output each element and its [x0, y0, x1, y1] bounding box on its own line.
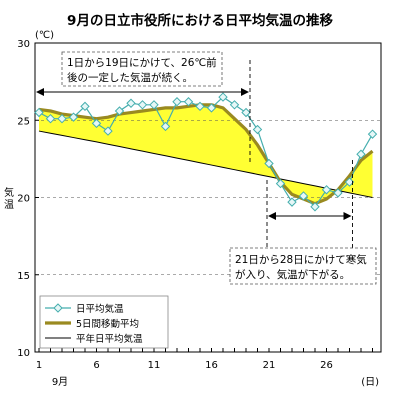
- y-tick-label: 15: [17, 271, 30, 282]
- annotation-2-line-2: が入り、気温が下がる。: [235, 268, 350, 281]
- y-axis-label: 気: [4, 186, 14, 199]
- daily-point-marker: [103, 126, 113, 136]
- annotation-2-arrowhead-left: [268, 212, 276, 220]
- x-tick-label: 16: [205, 360, 218, 371]
- daily-point-marker: [34, 107, 44, 118]
- fill-between-area: [39, 104, 373, 204]
- annotation-2-arrowhead-right: [343, 212, 352, 220]
- daily-point-marker: [183, 97, 194, 107]
- x-tick-label: 21: [263, 360, 276, 371]
- series-normal-line: [38, 130, 373, 198]
- daily-point-marker: [298, 191, 309, 201]
- daily-point-marker: [241, 107, 251, 118]
- x-tick-label: 26: [320, 360, 333, 371]
- annotation-1-arrowhead-right: [241, 88, 249, 96]
- legend-label-daily: 日平均気温: [76, 303, 124, 315]
- daily-point-marker: [149, 100, 159, 110]
- legend-label-moving-average: 5日間移動平均: [76, 318, 139, 330]
- daily-point-marker: [321, 185, 332, 195]
- daily-point-marker: [252, 124, 263, 135]
- daily-point-marker: [310, 202, 320, 212]
- series-daily-line: [38, 96, 374, 208]
- y-axis-label: 温: [4, 199, 14, 211]
- daily-point-marker: [356, 149, 366, 159]
- y-unit-label: (℃): [35, 30, 54, 41]
- daily-point-marker: [206, 103, 217, 113]
- daily-point-marker: [45, 113, 56, 124]
- y-tick-label: 25: [17, 116, 30, 127]
- x-tick-label: 6: [93, 360, 99, 371]
- daily-point-marker: [333, 188, 343, 198]
- legend-daily-marker: [53, 303, 63, 313]
- chart-title: 9月の日立市役所における日平均気温の推移: [67, 12, 333, 29]
- annotation-1-line-2: 後の一定した気温が続く。: [67, 71, 193, 84]
- daily-point-marker: [275, 178, 286, 189]
- y-tick-label: 20: [17, 194, 30, 205]
- daily-point-marker: [126, 98, 136, 108]
- annotation-2-line-1: 21日から28日にかけて寒気: [235, 253, 367, 266]
- y-tick-label: 10: [17, 348, 30, 359]
- daily-point-marker: [195, 101, 205, 112]
- y-tick-label: 30: [17, 39, 30, 50]
- daily-point-marker: [137, 100, 148, 110]
- annotation-1-line-1: 1日から19日にかけて、26℃前: [67, 56, 217, 69]
- daily-point-marker: [91, 118, 102, 129]
- daily-point-marker: [68, 112, 79, 122]
- daily-point-marker: [344, 177, 355, 187]
- annotation-box-2: [229, 247, 377, 285]
- daily-point-marker: [229, 100, 240, 110]
- daily-point-marker: [114, 106, 125, 116]
- x-tick-label: 11: [148, 360, 161, 371]
- daily-point-marker: [80, 101, 90, 112]
- annotation-box-1: [61, 51, 223, 87]
- daily-point-marker: [172, 97, 182, 107]
- daily-point-marker: [287, 197, 297, 207]
- daily-point-marker: [264, 158, 274, 169]
- daily-point-marker: [160, 121, 171, 132]
- daily-point-marker: [57, 113, 67, 124]
- daily-point-marker: [218, 92, 228, 102]
- annotation-1-arrowhead-left: [36, 88, 44, 96]
- x-unit-label: (日): [361, 377, 379, 388]
- x-month-label: 9月: [52, 376, 68, 388]
- x-tick-label: 1: [36, 360, 42, 371]
- legend-label-normal: 平年日平均気温: [76, 333, 143, 345]
- daily-point-marker: [367, 129, 378, 139]
